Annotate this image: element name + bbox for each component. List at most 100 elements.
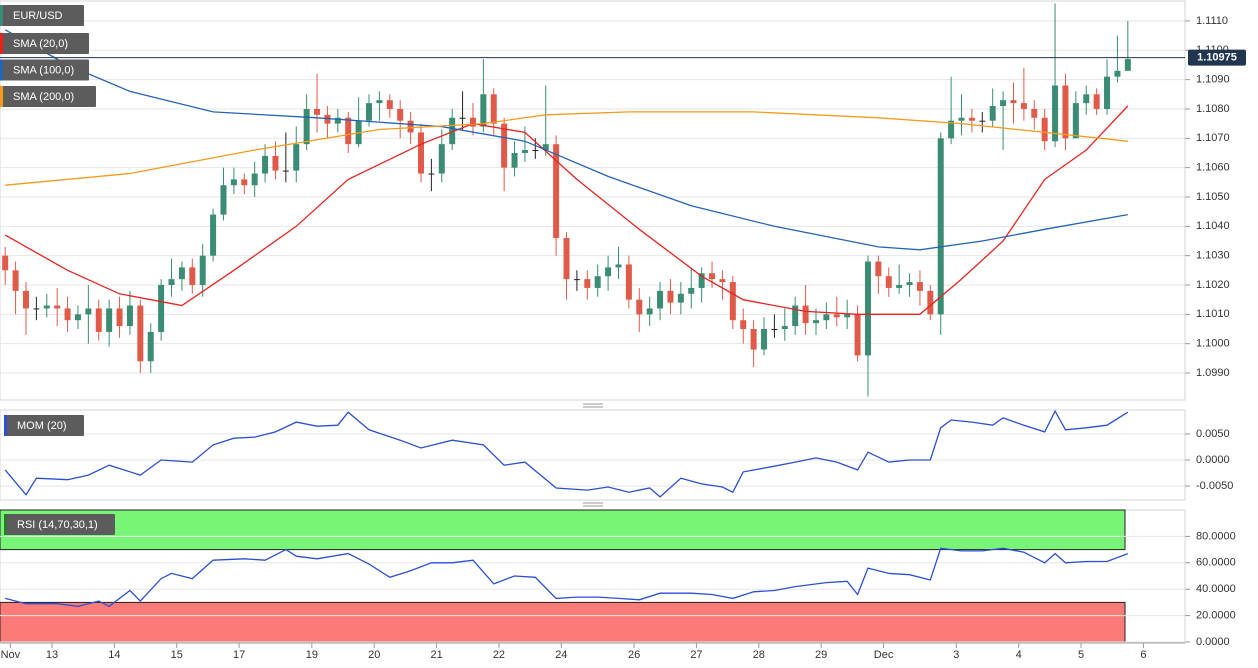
candle-body [1031, 108, 1038, 118]
candle-body [885, 276, 892, 288]
candle-body [709, 273, 716, 280]
legend-swatch [0, 59, 3, 81]
legend-box [0, 86, 96, 107]
candle-body [1083, 94, 1090, 104]
y-tick-label: 1.1090 [1196, 74, 1230, 86]
candle-body [1093, 94, 1100, 109]
legend-label: RSI (14,70,30,1) [17, 519, 98, 531]
legend-label: MOM (20) [17, 420, 67, 432]
candle-body [501, 123, 508, 168]
candle-body [345, 117, 352, 145]
y-tick-label: 0.0050 [1196, 428, 1230, 440]
candle-body [116, 308, 123, 327]
candle-body [750, 329, 757, 350]
candle-body [511, 152, 518, 168]
y-tick-label: 1.1060 [1196, 162, 1230, 174]
x-tick-label: 13 [46, 649, 58, 661]
candle-body [314, 108, 321, 115]
candle-body [210, 214, 217, 256]
candle-body [812, 320, 819, 324]
y-tick-label: 60.0000 [1196, 557, 1236, 569]
legend-box [4, 514, 115, 535]
x-tick-label: 5 [1078, 649, 1084, 661]
candle-body [428, 173, 435, 175]
candle-body [303, 108, 310, 145]
y-tick-label: 1.1110 [1196, 15, 1228, 27]
candle-body [948, 120, 955, 139]
candle-body [230, 179, 237, 186]
series-line [4, 29, 1128, 251]
candle-body [64, 308, 71, 321]
x-tick-label: 20 [368, 649, 380, 661]
legend-box [0, 59, 89, 81]
candle-body [677, 293, 684, 303]
candle-body [1000, 100, 1007, 107]
candle-body [864, 261, 871, 356]
candle-body [1020, 103, 1027, 109]
x-tick-label: 22 [493, 649, 505, 661]
oversold-zone [0, 601, 1126, 643]
y-tick-label: 1.0990 [1196, 367, 1230, 379]
candle-body [1052, 85, 1059, 142]
legend-box [0, 33, 89, 54]
x-tick-label: 17 [233, 649, 245, 661]
y-tick-label: 1.1080 [1196, 103, 1230, 115]
candle-body [33, 308, 40, 310]
series-line [5, 547, 1129, 608]
candle-body [126, 305, 133, 327]
x-tick-label: 15 [171, 649, 183, 661]
candle-body [740, 320, 747, 330]
last-price-label: 1.10975 [1197, 52, 1237, 64]
y-tick-label: 20.0000 [1196, 610, 1236, 622]
candle-body [979, 120, 986, 122]
legend-label: SMA (20,0) [13, 38, 68, 50]
legend-box [0, 5, 84, 26]
candle-body [667, 290, 674, 303]
candle-body [417, 132, 424, 174]
x-tick-label: 26 [628, 649, 640, 661]
legend-swatch [0, 5, 3, 26]
candle-body [137, 305, 144, 362]
y-tick-label: 0.0000 [1196, 636, 1230, 648]
candle-body [989, 106, 996, 121]
x-tick-label: 28 [753, 649, 765, 661]
candle-body [158, 284, 165, 332]
candle-body [366, 103, 373, 121]
candle-body [85, 308, 92, 315]
candle-body [605, 267, 612, 277]
candle-body [729, 282, 736, 321]
legend-label: SMA (200,0) [13, 91, 74, 103]
candle-body [480, 94, 487, 127]
panel-handles [583, 403, 603, 507]
candle-body [896, 284, 903, 288]
candle-body [1062, 85, 1069, 139]
candle-body [251, 173, 258, 186]
x-tick-label: 14 [108, 649, 120, 661]
candle-body [833, 314, 840, 318]
candle-body [376, 100, 383, 104]
candle-body [916, 282, 923, 291]
last-price-box [1188, 49, 1246, 66]
candle-body [74, 314, 81, 321]
legend-label: EUR/USD [13, 10, 63, 22]
candle-body [282, 170, 289, 172]
candle-body [199, 255, 206, 285]
candle-body [781, 326, 788, 330]
legend-box [4, 415, 84, 436]
candle-body [792, 305, 799, 327]
candle-body [241, 179, 248, 186]
candle-body [927, 290, 934, 315]
y-tick-label: -0.0050 [1196, 480, 1233, 492]
candle-body [490, 94, 497, 124]
candle-body [106, 308, 113, 332]
candle-body [958, 117, 965, 121]
candle-body [54, 305, 61, 309]
candle-body [1010, 100, 1017, 104]
candle-body [324, 114, 331, 124]
overbought-zone [0, 509, 1126, 551]
x-tick-label: 29 [815, 649, 827, 661]
panel-frame [0, 0, 1186, 401]
x-tick-label: 24 [555, 649, 567, 661]
y-tick-label: 1.1010 [1196, 308, 1230, 320]
